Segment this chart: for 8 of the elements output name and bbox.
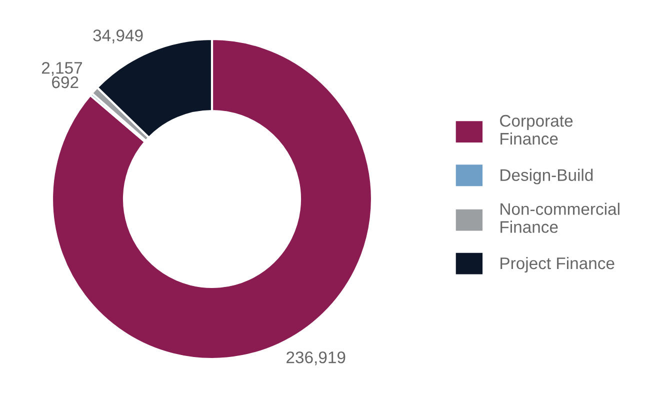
data-label: 236,919 — [286, 351, 346, 366]
legend-label: Design-Build — [500, 168, 593, 184]
data-label: 34,949 — [93, 30, 143, 44]
data-label: 692 — [52, 76, 78, 88]
data-label: 2,157 — [42, 62, 82, 76]
legend-label: Project Finance — [500, 256, 614, 273]
legend-label: Corporate Finance — [500, 114, 573, 145]
legend-label: Non-commercial Finance — [500, 202, 620, 233]
